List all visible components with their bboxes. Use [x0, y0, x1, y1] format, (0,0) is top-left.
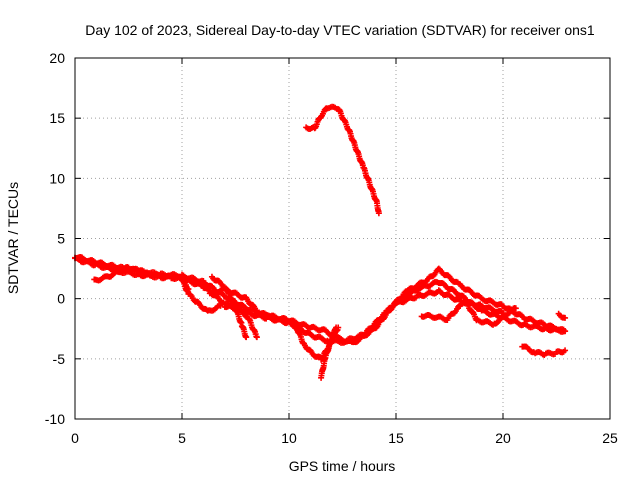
series-track-m [463, 299, 519, 328]
x-axis-label: GPS time / hours [289, 458, 396, 474]
x-tick-label: 20 [495, 430, 511, 446]
data-point [217, 302, 224, 309]
x-tick-label: 10 [281, 430, 297, 446]
y-tick-label: 20 [49, 50, 65, 66]
data-point [333, 324, 340, 331]
data-point [268, 314, 275, 321]
data-point [562, 347, 569, 354]
data-point [318, 113, 325, 120]
x-tick-label: 0 [71, 430, 79, 446]
y-axis-label: SDTVAR / TECUs [5, 182, 21, 294]
series-track-g [221, 302, 260, 341]
data-point [562, 314, 569, 321]
data-point [562, 328, 569, 335]
series-track-j [303, 103, 382, 217]
data-point [243, 334, 250, 341]
y-tick-label: -5 [53, 351, 66, 367]
y-tick-label: 5 [57, 231, 65, 247]
chart-title: Day 102 of 2023, Sidereal Day-to-day VTE… [85, 22, 595, 38]
data-point [253, 334, 260, 341]
series-track-l [418, 298, 470, 324]
y-tick-label: 0 [57, 291, 65, 307]
series-track-k [393, 287, 506, 317]
data-point [375, 210, 382, 217]
series-track-d [179, 277, 224, 314]
data-layer [72, 103, 569, 381]
data-point [512, 305, 519, 312]
series-track-o [555, 310, 569, 321]
y-tick-label: 10 [49, 170, 65, 186]
x-tick-label: 15 [388, 430, 404, 446]
series-track-f [206, 284, 275, 321]
tick-layer: 0 5 10 15 20 25 -10 -5 0 5 10 15 20 [45, 50, 618, 446]
x-tick-label: 5 [178, 430, 186, 446]
x-tick-label: 25 [602, 430, 618, 446]
y-tick-label: -10 [45, 411, 65, 427]
series-track-c [91, 264, 192, 293]
y-tick-label: 15 [49, 110, 65, 126]
series-track-n [519, 343, 569, 359]
grid-layer [75, 58, 610, 419]
series-track-i [318, 324, 340, 381]
